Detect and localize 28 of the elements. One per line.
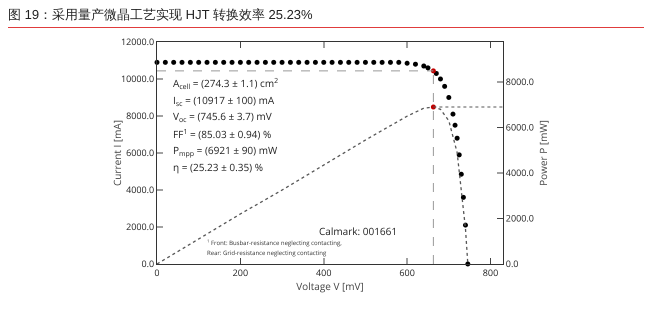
- annotation: Calmark: 001661: [319, 224, 398, 238]
- y-tick-label: 10000.0: [120, 72, 154, 86]
- y-tick-label: 4000.0: [126, 183, 154, 196]
- x-tick-label: 0: [154, 266, 160, 279]
- annotation: FF$^{1}$ = (85.03 ± 0.94) %: [173, 127, 272, 141]
- y-tick-label: 6000.0: [126, 146, 154, 160]
- y2-axis-title: Power P [mW]: [536, 120, 550, 186]
- y-tick-label: 8000.0: [126, 109, 154, 122]
- x-tick-label: 400: [316, 266, 332, 279]
- annotation: I$_{sc}$ = (10917 ± 100) mA: [173, 93, 275, 110]
- x-tick-label: 600: [399, 266, 415, 279]
- annotation: P$_{mpp}$ = (6921 ± 90) mW: [173, 143, 278, 160]
- chart-title: 图 19：采用量产微晶工艺实现 HJT 转换效率 25.23%: [8, 6, 644, 28]
- annotation: V$_{oc}$ = (745.6 ± 3.7) mV: [173, 109, 272, 126]
- x-tick-label: 200: [232, 266, 248, 279]
- y2-tick-label: 4000.0: [506, 166, 534, 180]
- y2-tick-label: 0.0: [506, 257, 518, 270]
- y2-tick-label: 8000.0: [506, 75, 534, 88]
- y2-tick-label: 6000.0: [506, 120, 534, 134]
- y-tick-label: 0.0: [142, 257, 154, 270]
- y-axis-title: Current I [mA]: [110, 120, 124, 186]
- annotation: η = (25.23 ± 0.35) %: [173, 160, 263, 174]
- annotation: A$_{cell}$ = (274.3 ± 1.1) cm$^{2}$: [173, 76, 278, 92]
- y-tick-label: 2000.0: [126, 220, 154, 234]
- x-tick-label: 800: [482, 266, 498, 279]
- y-tick-label: 12000.0: [120, 35, 154, 48]
- x-axis-title: Voltage V [mV]: [296, 278, 364, 293]
- y2-tick-label: 2000.0: [506, 212, 534, 225]
